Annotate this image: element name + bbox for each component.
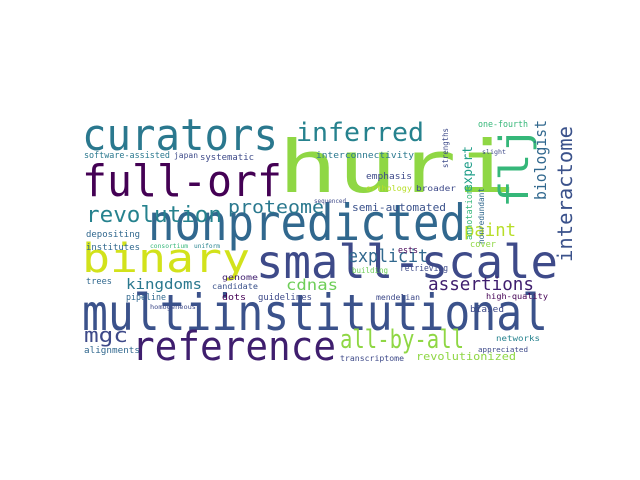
word-japan: japan xyxy=(174,151,198,160)
word-small-scale: small-scale xyxy=(256,235,558,289)
word-binary: binary xyxy=(82,236,250,282)
word-transcriptome: transcriptome xyxy=(340,354,404,363)
word-consortium: consortium xyxy=(150,243,188,250)
word-nonpredicted: nonpredicted xyxy=(148,194,466,252)
word-annotations: annotations xyxy=(465,184,475,240)
cloud-background xyxy=(80,116,560,366)
word-depositing: depositing xyxy=(86,230,140,240)
word-interconnectivity: interconnectivity xyxy=(316,151,415,161)
word-revolutionized: revolutionized xyxy=(416,350,516,363)
word-ests: ests xyxy=(398,246,418,256)
word-pipeline: pipeline xyxy=(126,293,166,303)
word-genome: genome xyxy=(222,273,258,282)
word-multiinstitutional: multiinstitutional xyxy=(82,284,548,342)
word-biologist: biologist xyxy=(531,120,550,200)
word-full-orf: full-orf xyxy=(82,156,282,207)
word-software-assisted: software-assisted xyxy=(84,151,170,161)
word-flj: flj xyxy=(492,126,538,208)
word-one-fourth: one-fourth xyxy=(478,120,528,130)
word-biased: biased xyxy=(470,305,504,315)
word-slight: slight xyxy=(482,149,506,156)
word-paint: paint xyxy=(464,220,516,241)
word-cdnas: cdnas xyxy=(286,276,338,294)
word-huri: huri xyxy=(278,125,516,209)
word-kingdoms: kingdoms xyxy=(126,277,202,293)
word-explicit: explicit xyxy=(348,246,428,267)
word-expert: expert xyxy=(461,146,476,192)
word-trees: trees xyxy=(86,277,112,287)
word-emphasis: emphasis xyxy=(366,172,412,182)
word-dots: dots xyxy=(222,293,246,303)
word-building: building xyxy=(352,266,388,275)
word-uniform: uniform xyxy=(194,243,220,250)
word-semi-automated: semi-automated xyxy=(352,201,446,214)
word-orthology: orthology xyxy=(366,184,412,193)
word-inferred: inferred xyxy=(296,118,424,148)
word-sequenced: sequenced xyxy=(314,198,346,205)
word-broader: broader xyxy=(416,184,456,193)
word-networks: networks xyxy=(496,334,540,343)
word-all-by-all: all-by-all xyxy=(340,325,464,355)
word-cover: cover xyxy=(470,240,497,250)
word-curators: curators xyxy=(82,110,278,161)
word-assertions: assertions xyxy=(428,274,534,295)
word-mgc: mgc xyxy=(84,323,128,347)
word-guidelines: guidelines xyxy=(258,293,312,303)
word-proteome: proteome xyxy=(228,197,324,218)
word-homogeneous: homogeneous xyxy=(150,304,196,311)
word-reference: reference xyxy=(132,324,336,370)
word-alignments: alignments xyxy=(84,346,140,356)
word-mendelian: mendelian xyxy=(376,293,420,302)
word-strengths: strengths xyxy=(441,128,450,168)
word-systematic: systematic xyxy=(200,153,254,163)
word-nonredundant: nonredundant xyxy=(477,188,486,244)
word-appreciated: appreciated xyxy=(478,346,528,354)
word-high-quality: high-quality xyxy=(486,292,548,301)
word-institutes: institutes xyxy=(86,243,140,253)
word-candidate: candidate xyxy=(212,282,258,291)
word-retrieving: retrieving xyxy=(400,264,448,274)
word-interactome: interactome xyxy=(553,126,577,262)
word-revolution: revolution xyxy=(86,203,222,228)
